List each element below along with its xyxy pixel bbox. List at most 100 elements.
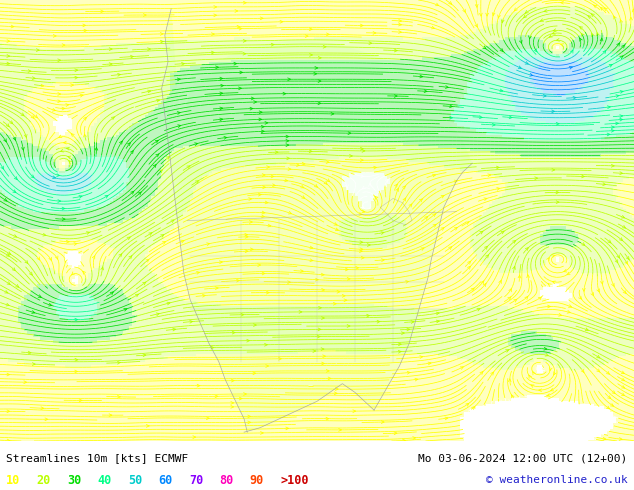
FancyArrowPatch shape bbox=[553, 372, 556, 375]
FancyArrowPatch shape bbox=[238, 87, 242, 90]
FancyArrowPatch shape bbox=[552, 110, 555, 113]
FancyArrowPatch shape bbox=[146, 424, 149, 427]
FancyArrowPatch shape bbox=[7, 282, 10, 284]
FancyArrowPatch shape bbox=[215, 287, 218, 290]
FancyArrowPatch shape bbox=[220, 107, 223, 110]
FancyArrowPatch shape bbox=[55, 256, 58, 259]
FancyArrowPatch shape bbox=[211, 33, 214, 36]
FancyArrowPatch shape bbox=[621, 393, 624, 395]
FancyArrowPatch shape bbox=[167, 157, 169, 159]
FancyArrowPatch shape bbox=[466, 403, 469, 406]
FancyArrowPatch shape bbox=[620, 115, 623, 118]
FancyArrowPatch shape bbox=[588, 16, 591, 19]
FancyArrowPatch shape bbox=[7, 54, 10, 57]
FancyArrowPatch shape bbox=[614, 16, 616, 19]
FancyArrowPatch shape bbox=[339, 429, 342, 431]
FancyArrowPatch shape bbox=[533, 372, 536, 375]
FancyArrowPatch shape bbox=[433, 224, 436, 227]
FancyArrowPatch shape bbox=[32, 363, 35, 366]
FancyArrowPatch shape bbox=[254, 100, 256, 103]
Text: 50: 50 bbox=[128, 474, 142, 487]
FancyArrowPatch shape bbox=[84, 134, 86, 137]
FancyArrowPatch shape bbox=[262, 173, 265, 176]
FancyArrowPatch shape bbox=[553, 29, 556, 31]
FancyArrowPatch shape bbox=[607, 396, 611, 398]
FancyArrowPatch shape bbox=[207, 417, 209, 419]
FancyArrowPatch shape bbox=[579, 408, 581, 411]
FancyArrowPatch shape bbox=[219, 261, 223, 264]
FancyArrowPatch shape bbox=[527, 402, 530, 405]
FancyArrowPatch shape bbox=[286, 144, 288, 147]
FancyArrowPatch shape bbox=[382, 259, 384, 262]
FancyArrowPatch shape bbox=[211, 346, 214, 349]
FancyArrowPatch shape bbox=[70, 253, 72, 256]
FancyArrowPatch shape bbox=[591, 293, 593, 295]
FancyArrowPatch shape bbox=[286, 140, 288, 142]
FancyArrowPatch shape bbox=[21, 113, 24, 116]
FancyArrowPatch shape bbox=[353, 410, 356, 413]
FancyArrowPatch shape bbox=[514, 299, 517, 302]
FancyArrowPatch shape bbox=[305, 35, 308, 38]
FancyArrowPatch shape bbox=[399, 31, 401, 33]
FancyArrowPatch shape bbox=[75, 76, 78, 79]
FancyArrowPatch shape bbox=[496, 166, 499, 169]
FancyArrowPatch shape bbox=[557, 39, 559, 41]
FancyArrowPatch shape bbox=[552, 169, 555, 171]
FancyArrowPatch shape bbox=[564, 422, 567, 425]
FancyArrowPatch shape bbox=[373, 166, 377, 169]
FancyArrowPatch shape bbox=[543, 95, 546, 97]
FancyArrowPatch shape bbox=[517, 438, 520, 441]
FancyArrowPatch shape bbox=[481, 281, 484, 284]
FancyArrowPatch shape bbox=[556, 122, 559, 125]
FancyArrowPatch shape bbox=[262, 186, 266, 189]
FancyArrowPatch shape bbox=[334, 222, 337, 225]
FancyArrowPatch shape bbox=[273, 184, 275, 187]
FancyArrowPatch shape bbox=[250, 248, 253, 251]
FancyArrowPatch shape bbox=[346, 268, 348, 271]
FancyArrowPatch shape bbox=[285, 179, 288, 182]
FancyArrowPatch shape bbox=[346, 185, 348, 188]
FancyArrowPatch shape bbox=[424, 90, 427, 93]
FancyArrowPatch shape bbox=[262, 211, 265, 214]
FancyArrowPatch shape bbox=[32, 311, 35, 314]
FancyArrowPatch shape bbox=[607, 406, 610, 409]
FancyArrowPatch shape bbox=[327, 33, 329, 36]
FancyArrowPatch shape bbox=[231, 401, 233, 404]
FancyArrowPatch shape bbox=[302, 196, 305, 198]
FancyArrowPatch shape bbox=[178, 112, 180, 114]
FancyArrowPatch shape bbox=[548, 305, 550, 308]
FancyArrowPatch shape bbox=[508, 379, 511, 382]
FancyArrowPatch shape bbox=[286, 427, 288, 430]
FancyArrowPatch shape bbox=[275, 151, 278, 153]
FancyArrowPatch shape bbox=[619, 438, 622, 441]
FancyArrowPatch shape bbox=[573, 97, 576, 99]
FancyArrowPatch shape bbox=[567, 311, 570, 313]
FancyArrowPatch shape bbox=[160, 32, 163, 35]
FancyArrowPatch shape bbox=[476, 4, 478, 7]
FancyArrowPatch shape bbox=[333, 302, 336, 305]
FancyArrowPatch shape bbox=[534, 177, 538, 180]
FancyArrowPatch shape bbox=[72, 272, 75, 275]
FancyArrowPatch shape bbox=[214, 14, 217, 17]
FancyArrowPatch shape bbox=[479, 116, 482, 119]
FancyArrowPatch shape bbox=[49, 303, 52, 306]
FancyArrowPatch shape bbox=[630, 17, 632, 20]
FancyArrowPatch shape bbox=[243, 1, 246, 4]
FancyArrowPatch shape bbox=[160, 235, 164, 237]
FancyArrowPatch shape bbox=[202, 294, 205, 297]
Text: 80: 80 bbox=[219, 474, 233, 487]
FancyArrowPatch shape bbox=[59, 135, 62, 138]
FancyArrowPatch shape bbox=[31, 115, 34, 118]
FancyArrowPatch shape bbox=[519, 40, 522, 43]
FancyArrowPatch shape bbox=[127, 237, 130, 240]
FancyArrowPatch shape bbox=[197, 271, 200, 274]
FancyArrowPatch shape bbox=[500, 89, 503, 92]
FancyArrowPatch shape bbox=[245, 236, 248, 238]
FancyArrowPatch shape bbox=[190, 320, 193, 323]
FancyArrowPatch shape bbox=[31, 175, 34, 178]
FancyArrowPatch shape bbox=[449, 1, 451, 4]
FancyArrowPatch shape bbox=[362, 186, 365, 189]
FancyArrowPatch shape bbox=[314, 184, 318, 187]
FancyArrowPatch shape bbox=[220, 77, 223, 80]
FancyArrowPatch shape bbox=[436, 3, 439, 6]
